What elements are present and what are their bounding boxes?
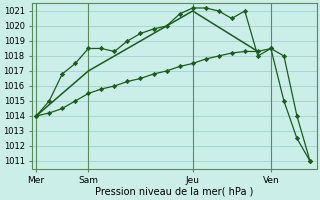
X-axis label: Pression niveau de la mer( hPa ): Pression niveau de la mer( hPa ) — [95, 187, 253, 197]
